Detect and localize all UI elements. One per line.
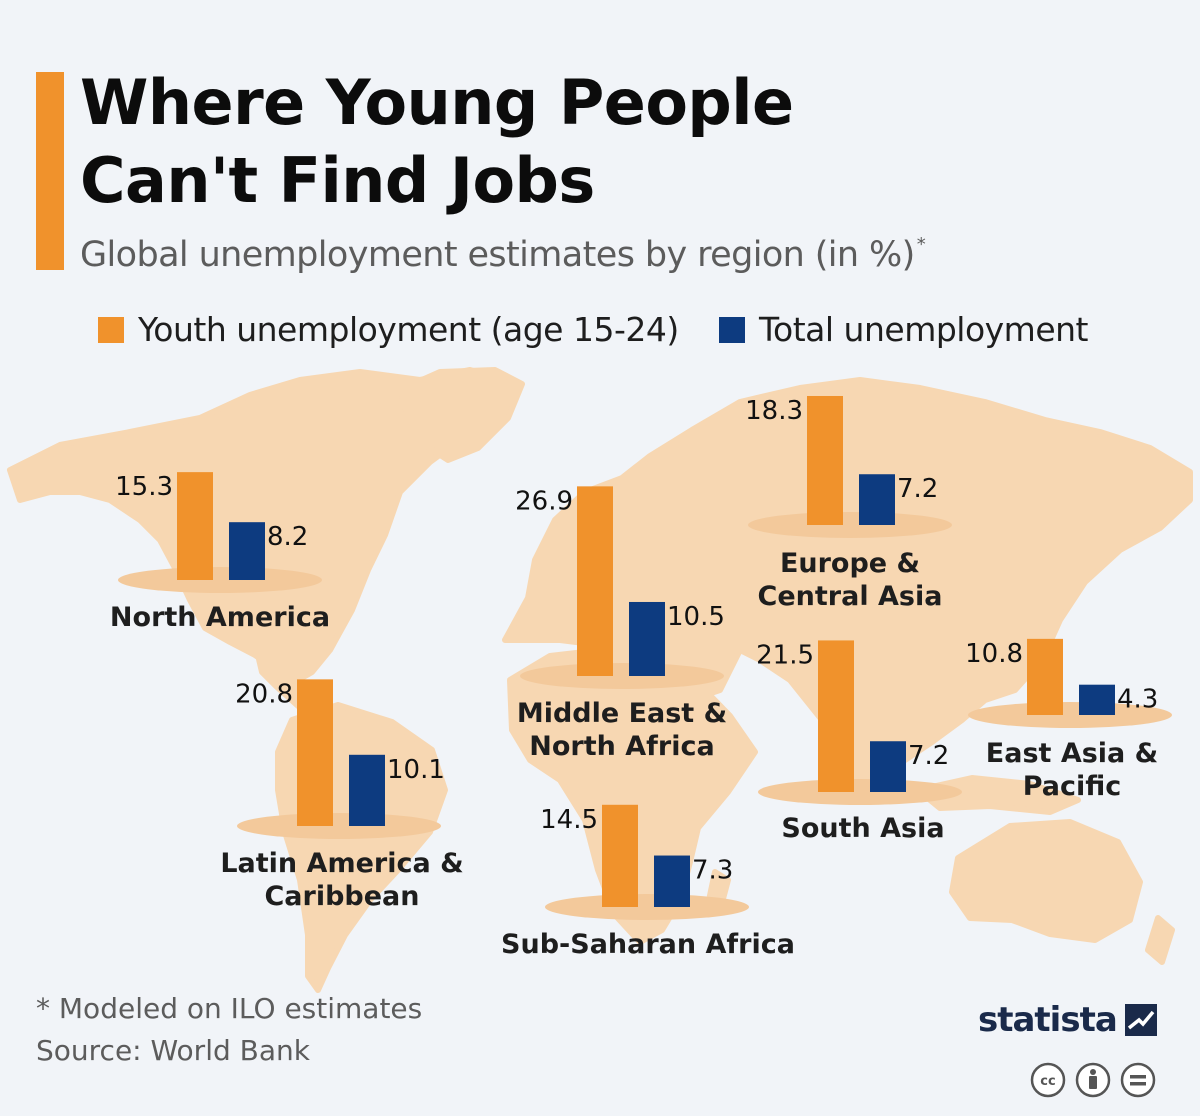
statista-logo: statista [978, 1000, 1157, 1040]
region-label: Middle East & [517, 698, 727, 729]
region-base-shadow [748, 512, 952, 538]
bar-total [349, 754, 385, 826]
legend-item-total: Total unemployment [719, 310, 1088, 349]
footnote: * Modeled on ILO estimates [36, 992, 423, 1025]
legend-swatch-youth [98, 316, 124, 343]
region-label: North Africa [529, 731, 714, 762]
region-base-shadow [545, 894, 749, 920]
greenland-landmass [392, 367, 525, 463]
bar-youth [602, 804, 638, 907]
region-label: Sub-Saharan Africa [501, 929, 795, 960]
region-label: Europe & [780, 548, 920, 579]
australia-landmass [949, 819, 1143, 943]
region-group: 10.8 4.3 East Asia &Pacific [965, 638, 1172, 802]
bar-total [870, 741, 906, 792]
source-note: Source: World Bank [36, 1034, 310, 1067]
legend-item-youth: Youth unemployment (age 15-24) [98, 310, 679, 349]
region-group: 26.9 10.5 Middle East &North Africa [515, 486, 727, 762]
southeast-asia-islands [915, 775, 1081, 815]
value-label-youth: 10.8 [965, 639, 1023, 669]
value-label-youth: 14.5 [540, 805, 598, 835]
bar-total [229, 522, 265, 580]
legend-label-youth: Youth unemployment (age 15-24) [138, 310, 679, 349]
chart-title: Where Young People Can't Find Jobs [80, 66, 794, 217]
region-group: 21.5 7.2 South Asia [756, 640, 962, 844]
value-label-total: 7.2 [897, 474, 938, 504]
chart-marks: 15.3 8.2 North America 20.8 10.1 Latin Americ… [110, 395, 1172, 960]
value-label-total: 7.3 [692, 856, 733, 886]
value-label-youth: 26.9 [515, 486, 573, 516]
value-label-total: 4.3 [1117, 685, 1158, 715]
region-group: 14.5 7.3 Sub-Saharan Africa [501, 804, 795, 960]
region-base-shadow [520, 663, 724, 689]
region-base-shadow [758, 779, 962, 805]
bar-youth [577, 486, 613, 676]
license-icons: cc [1030, 1062, 1165, 1098]
bar-total [654, 855, 690, 907]
legend-swatch-total [719, 316, 745, 343]
region-base-shadow [118, 567, 322, 593]
bar-total [629, 601, 665, 676]
new-zealand-landmass [1145, 915, 1175, 965]
attribution-icon [1075, 1062, 1111, 1098]
brand-wordmark: statista [978, 1000, 1118, 1040]
no-derivatives-icon [1120, 1062, 1156, 1098]
subtitle-footnote-marker: * [916, 234, 926, 255]
value-label-youth: 18.3 [745, 396, 803, 426]
region-group: 20.8 10.1 Latin America &Caribbean [220, 679, 464, 912]
value-label-total: 7.2 [908, 741, 949, 771]
region-base-shadow [237, 813, 441, 839]
bar-youth [1027, 638, 1063, 715]
value-label-total: 10.5 [667, 602, 725, 632]
subtitle-text: Global unemployment estimates by region … [80, 235, 915, 275]
region-label: Latin America & [220, 848, 463, 879]
value-label-youth: 15.3 [115, 472, 173, 502]
region-label: Pacific [1023, 771, 1122, 802]
title-accent-bar [36, 72, 64, 270]
region-base-shadow [968, 702, 1172, 728]
region-label: South Asia [781, 813, 944, 844]
value-label-youth: 20.8 [235, 679, 293, 709]
region-label: North America [110, 602, 330, 633]
value-label-total: 8.2 [267, 522, 308, 552]
bar-youth [807, 395, 843, 525]
chart-subtitle: Global unemployment estimates by region … [80, 234, 926, 275]
region-label: East Asia & [986, 738, 1158, 769]
bar-total [859, 474, 895, 525]
legend-label-total: Total unemployment [759, 310, 1088, 349]
svg-text:cc: cc [1040, 1074, 1055, 1089]
bar-total [1079, 684, 1115, 715]
cc-icon: cc [1030, 1062, 1066, 1098]
value-label-total: 10.1 [387, 755, 445, 785]
value-label-youth: 21.5 [756, 640, 814, 670]
bar-youth [818, 640, 854, 792]
statista-mark-icon [1124, 1004, 1157, 1036]
region-label: Central Asia [758, 581, 943, 612]
bar-youth [297, 679, 333, 826]
region-group: 18.3 7.2 Europe &Central Asia [745, 395, 952, 612]
region-group: 15.3 8.2 North America [110, 472, 330, 633]
region-label: Caribbean [264, 881, 419, 912]
bar-youth [177, 472, 213, 580]
